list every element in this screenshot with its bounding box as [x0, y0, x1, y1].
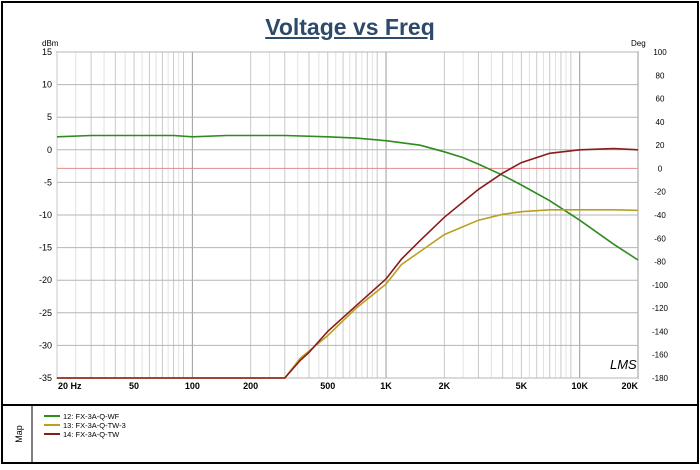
y-right-tick-label: 60	[656, 95, 665, 104]
y-left-tick-label: -30	[39, 340, 52, 350]
y-left-tick-label: -20	[39, 275, 52, 285]
series-line	[56, 134, 639, 261]
x-tick-label: 200	[243, 381, 258, 391]
axes-layer: 20 Hz 50 100 200 500 1K 2K 5K 10K 20K151050-5-10-…	[39, 47, 669, 391]
legend-panel-label: Map	[14, 425, 24, 443]
x-tick-label: 20K	[621, 381, 638, 391]
legend-entry-label: 13: FX-3A-Q-TW-3	[63, 421, 126, 430]
x-tick-label: 20 Hz	[58, 381, 82, 391]
y-left-tick-label: 0	[47, 145, 52, 155]
x-tick-label: 2K	[439, 381, 451, 391]
legend-entry-label: 12: FX-3A-Q-WF	[63, 412, 120, 421]
y-right-tick-label: 20	[656, 141, 665, 150]
y-left-tick-label: -35	[39, 373, 52, 383]
y-left-tick-label: -5	[44, 177, 52, 187]
x-tick-label: 5K	[516, 381, 528, 391]
y-right-tick-label: -60	[654, 234, 666, 243]
y-right-tick-label: -180	[652, 374, 669, 383]
y-right-tick-label: -20	[654, 188, 666, 197]
y-left-unit: dBm	[42, 39, 59, 48]
legend-entry-label: 14: FX-3A-Q-TW	[63, 430, 120, 439]
x-tick-label: 10K	[571, 381, 588, 391]
y-right-tick-label: 0	[658, 164, 663, 173]
y-right-tick-label: -80	[654, 258, 666, 267]
y-right-tick-label: -120	[652, 304, 669, 313]
y-right-unit: Deg	[631, 39, 646, 48]
y-left-tick-label: 10	[42, 80, 52, 90]
y-right-tick-label: -160	[652, 351, 669, 360]
y-left-tick-label: 15	[42, 47, 52, 57]
annotation-signature: LMS	[610, 357, 637, 372]
y-right-tick-label: 80	[656, 71, 665, 80]
y-left-tick-label: -15	[39, 243, 52, 253]
y-left-tick-label: 5	[47, 112, 52, 122]
x-tick-label: 1K	[380, 381, 392, 391]
y-right-tick-label: 100	[653, 48, 667, 57]
series-line	[57, 147, 639, 379]
y-right-tick-label: -40	[654, 211, 666, 220]
x-tick-label: 500	[320, 381, 335, 391]
x-tick-label: 50	[129, 381, 139, 391]
y-right-tick-label: -140	[652, 327, 669, 336]
y-right-tick-label: 40	[656, 118, 665, 127]
y-left-tick-label: -25	[39, 308, 52, 318]
y-left-tick-label: -10	[39, 210, 52, 220]
x-tick-label: 100	[185, 381, 200, 391]
chart-title: Voltage vs Freq	[265, 14, 435, 40]
series-layer	[56, 134, 639, 379]
y-right-tick-label: -100	[652, 281, 669, 290]
